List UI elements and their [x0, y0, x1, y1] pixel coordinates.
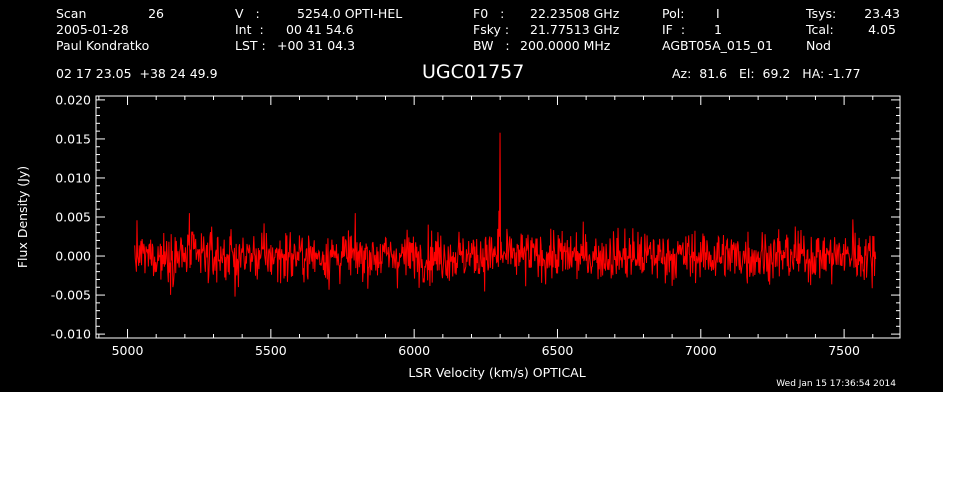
- x-tick-label: 5500: [255, 343, 287, 358]
- rest-frequency-value: 22.23508 GHz: [530, 6, 620, 21]
- y-tick-label: -0.010: [51, 327, 91, 342]
- integration-value: 00 41 54.6: [286, 22, 354, 37]
- if-value: 1: [714, 22, 722, 37]
- source-coordinates: 02 17 23.05 +38 24 49.9: [56, 66, 218, 81]
- polarization-label: Pol:: [662, 6, 685, 21]
- velocity-label: V :: [235, 6, 260, 21]
- tcal-label: Tcal:: [806, 22, 834, 37]
- y-tick-label: 0.010: [55, 170, 91, 185]
- x-tick-label: 6500: [542, 343, 574, 358]
- rest-frequency-label: F0 :: [473, 6, 505, 21]
- scan-label: Scan: [56, 6, 87, 21]
- scan-number: 26: [148, 6, 164, 21]
- x-tick-label: 5000: [112, 343, 144, 358]
- source-name: UGC01757: [422, 61, 525, 83]
- if-label: IF :: [662, 22, 686, 37]
- observer-name: Paul Kondratko: [56, 38, 150, 53]
- spectrum-trace: [134, 132, 877, 297]
- y-tick-label: 0.020: [55, 92, 91, 107]
- sky-frequency-label: Fsky :: [473, 22, 510, 37]
- velocity-value: 5254.0 OPTI-HEL: [297, 6, 403, 21]
- y-tick-label: 0.005: [55, 210, 91, 225]
- tcal-value: 4.05: [868, 22, 896, 37]
- plot-panel: Scan 26 2005-01-28 Paul Kondratko V : 52…: [0, 0, 943, 392]
- tsys-label: Tsys:: [806, 6, 837, 21]
- plot-frame: [95, 95, 901, 339]
- azimuth-elevation-readout: Az: 81.6 El: 69.2 HA: -1.77: [672, 66, 861, 81]
- lst-label: LST :: [235, 38, 266, 53]
- x-tick-label: 7500: [828, 343, 860, 358]
- observation-date: 2005-01-28: [56, 22, 129, 37]
- lst-value: +00 31 04.3: [277, 38, 356, 53]
- bandwidth-value: 200.0000 MHz: [520, 38, 611, 53]
- project-id: AGBT05A_015_01: [662, 38, 773, 53]
- procedure-name: Nod: [806, 38, 831, 53]
- bandwidth-label: BW :: [473, 38, 510, 53]
- y-tick-label: 0.000: [55, 249, 91, 264]
- plot-timestamp: Wed Jan 15 17:36:54 2014: [776, 379, 896, 389]
- sky-frequency-value: 21.77513 GHz: [530, 22, 620, 37]
- axes: 5000 5500 6000 6500 7000 7500 -0.010 -0.005 0.00…: [51, 92, 900, 358]
- x-tick-label: 7000: [685, 343, 717, 358]
- x-tick-label: 6000: [398, 343, 430, 358]
- y-tick-label: 0.015: [55, 131, 91, 146]
- spectrum-chart: 5000 5500 6000 6500 7000 7500 -0.010 -0.005 0.00…: [15, 92, 901, 380]
- x-axis-title: LSR Velocity (km/s) OPTICAL: [408, 365, 585, 380]
- y-tick-label: -0.005: [51, 288, 91, 303]
- integration-label: Int :: [235, 22, 264, 37]
- polarization-value: I: [716, 6, 720, 21]
- spectrum-line: [134, 132, 877, 297]
- y-axis-title: Flux Density (Jy): [15, 166, 30, 268]
- tsys-value: 23.43: [864, 6, 900, 21]
